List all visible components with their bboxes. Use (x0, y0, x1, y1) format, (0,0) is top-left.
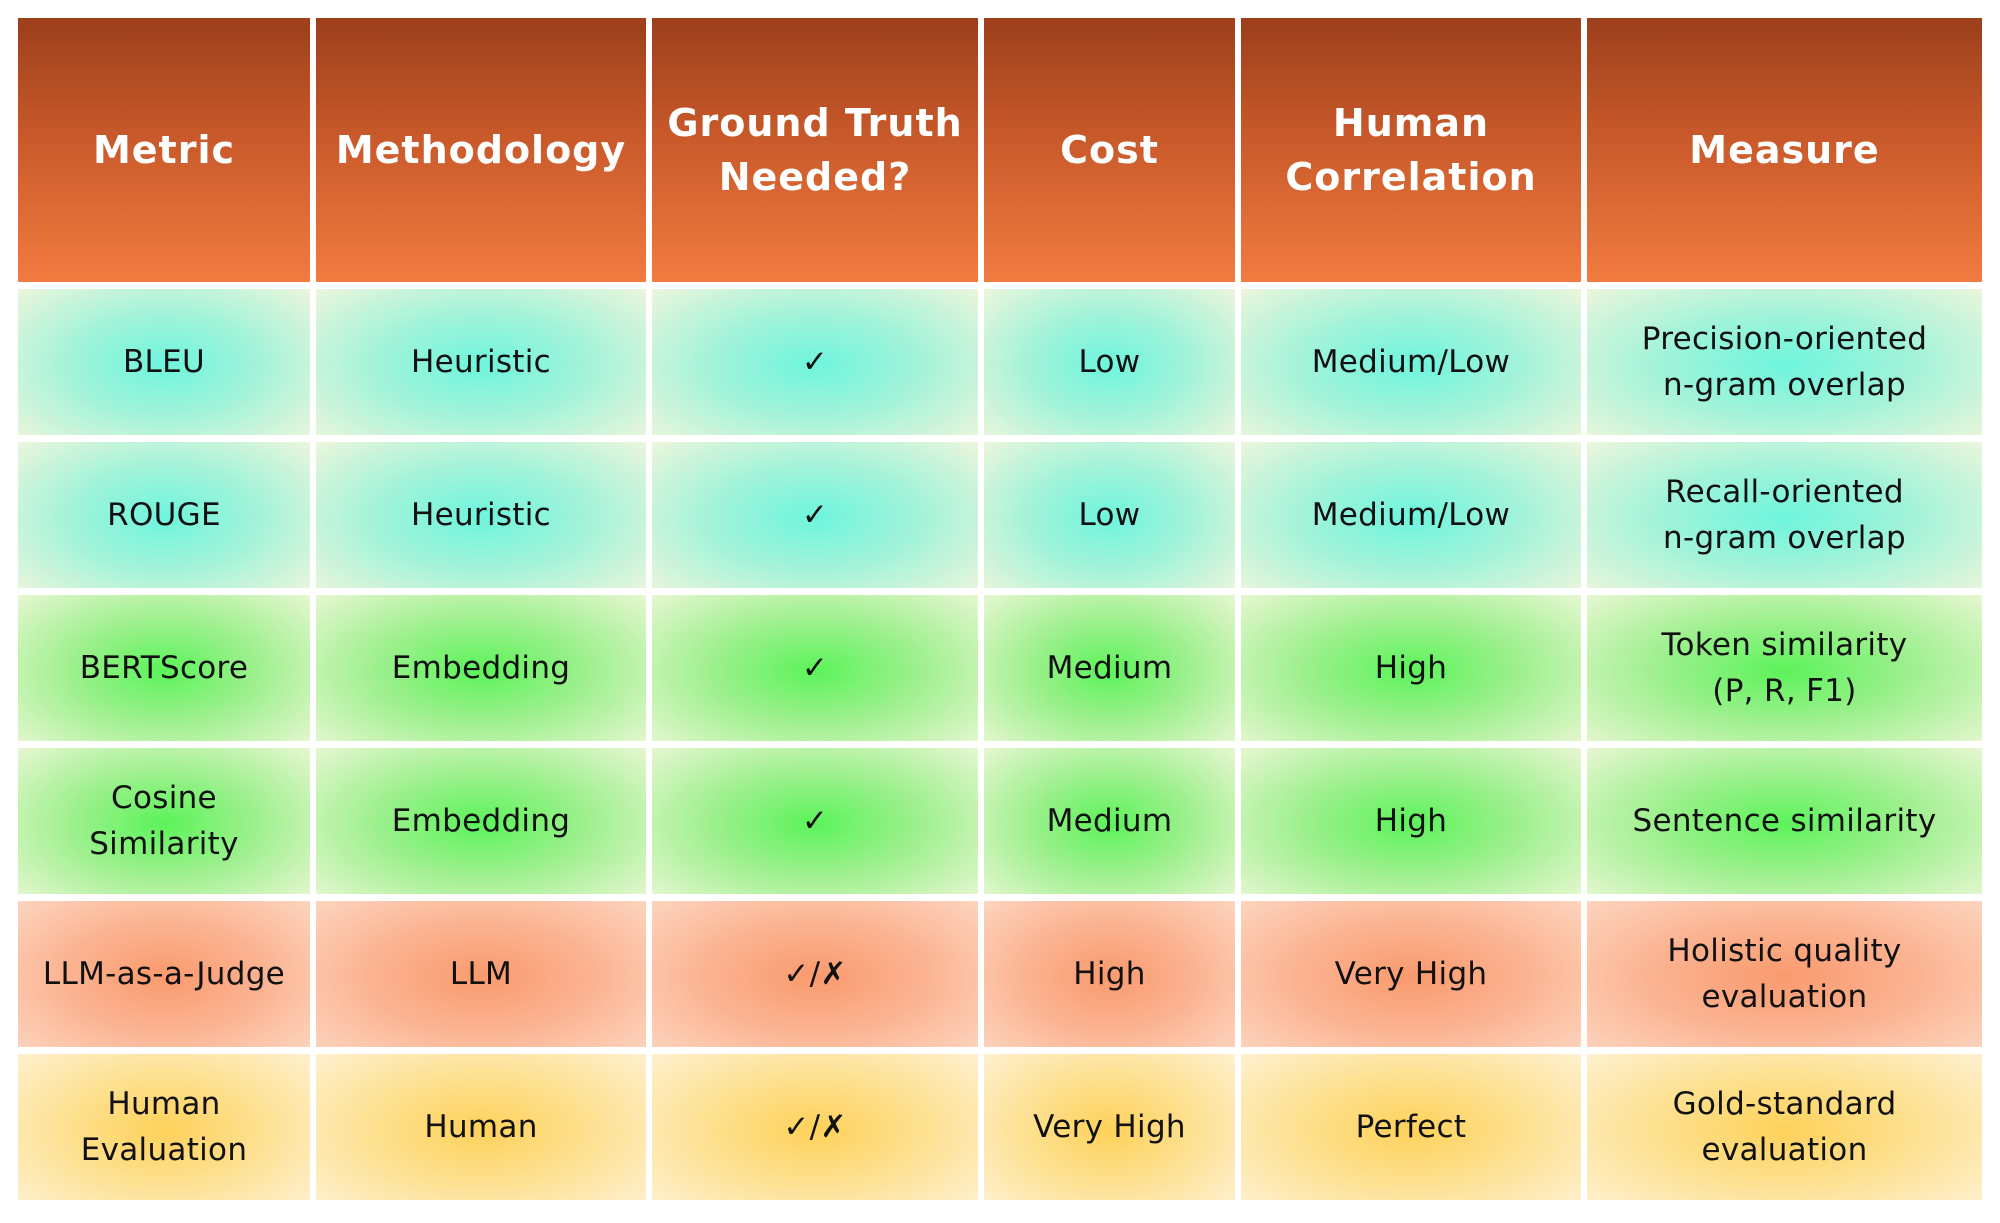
cell-cost: Low (984, 442, 1235, 588)
cell-metric: ROUGE (18, 442, 310, 588)
cell-human-correlation: Perfect (1241, 1054, 1581, 1200)
cell-methodology: Heuristic (316, 442, 646, 588)
cell-human-correlation: High (1241, 595, 1581, 741)
cell-metric: Human Evaluation (18, 1054, 310, 1200)
cell-human-correlation: Medium/Low (1241, 289, 1581, 435)
header-ground-truth-needed: Ground Truth Needed? (652, 18, 978, 282)
cell-measure: Holistic quality evaluation (1587, 901, 1982, 1047)
cell-ground-truth: ✓ (652, 748, 978, 894)
cell-metric: BERTScore (18, 595, 310, 741)
cell-human-correlation: High (1241, 748, 1581, 894)
cell-ground-truth: ✓ (652, 595, 978, 741)
header-metric: Metric (18, 18, 310, 282)
cell-metric: BLEU (18, 289, 310, 435)
header-measure: Measure (1587, 18, 1982, 282)
cell-human-correlation: Medium/Low (1241, 442, 1581, 588)
cell-measure: Gold-standard evaluation (1587, 1054, 1982, 1200)
cell-methodology: Heuristic (316, 289, 646, 435)
cell-methodology: Embedding (316, 748, 646, 894)
cell-methodology: Embedding (316, 595, 646, 741)
cell-ground-truth: ✓/✗ (652, 901, 978, 1047)
cell-measure: Token similarity (P, R, F1) (1587, 595, 1982, 741)
cell-measure: Recall-oriented n-gram overlap (1587, 442, 1982, 588)
cell-cost: Very High (984, 1054, 1235, 1200)
cell-measure: Precision-oriented n-gram overlap (1587, 289, 1982, 435)
metrics-comparison-table: Metric Methodology Ground Truth Needed? … (18, 18, 1982, 1205)
cell-methodology: LLM (316, 901, 646, 1047)
cell-metric: LLM-as-a-Judge (18, 901, 310, 1047)
cell-methodology: Human (316, 1054, 646, 1200)
cell-cost: Medium (984, 748, 1235, 894)
header-cost: Cost (984, 18, 1235, 282)
cell-human-correlation: Very High (1241, 901, 1581, 1047)
cell-ground-truth: ✓/✗ (652, 1054, 978, 1200)
cell-cost: Low (984, 289, 1235, 435)
cell-metric: Cosine Similarity (18, 748, 310, 894)
header-methodology: Methodology (316, 18, 646, 282)
header-human-correlation: Human Correlation (1241, 18, 1581, 282)
cell-measure: Sentence similarity (1587, 748, 1982, 894)
cell-cost: High (984, 901, 1235, 1047)
cell-ground-truth: ✓ (652, 442, 978, 588)
cell-cost: Medium (984, 595, 1235, 741)
cell-ground-truth: ✓ (652, 289, 978, 435)
